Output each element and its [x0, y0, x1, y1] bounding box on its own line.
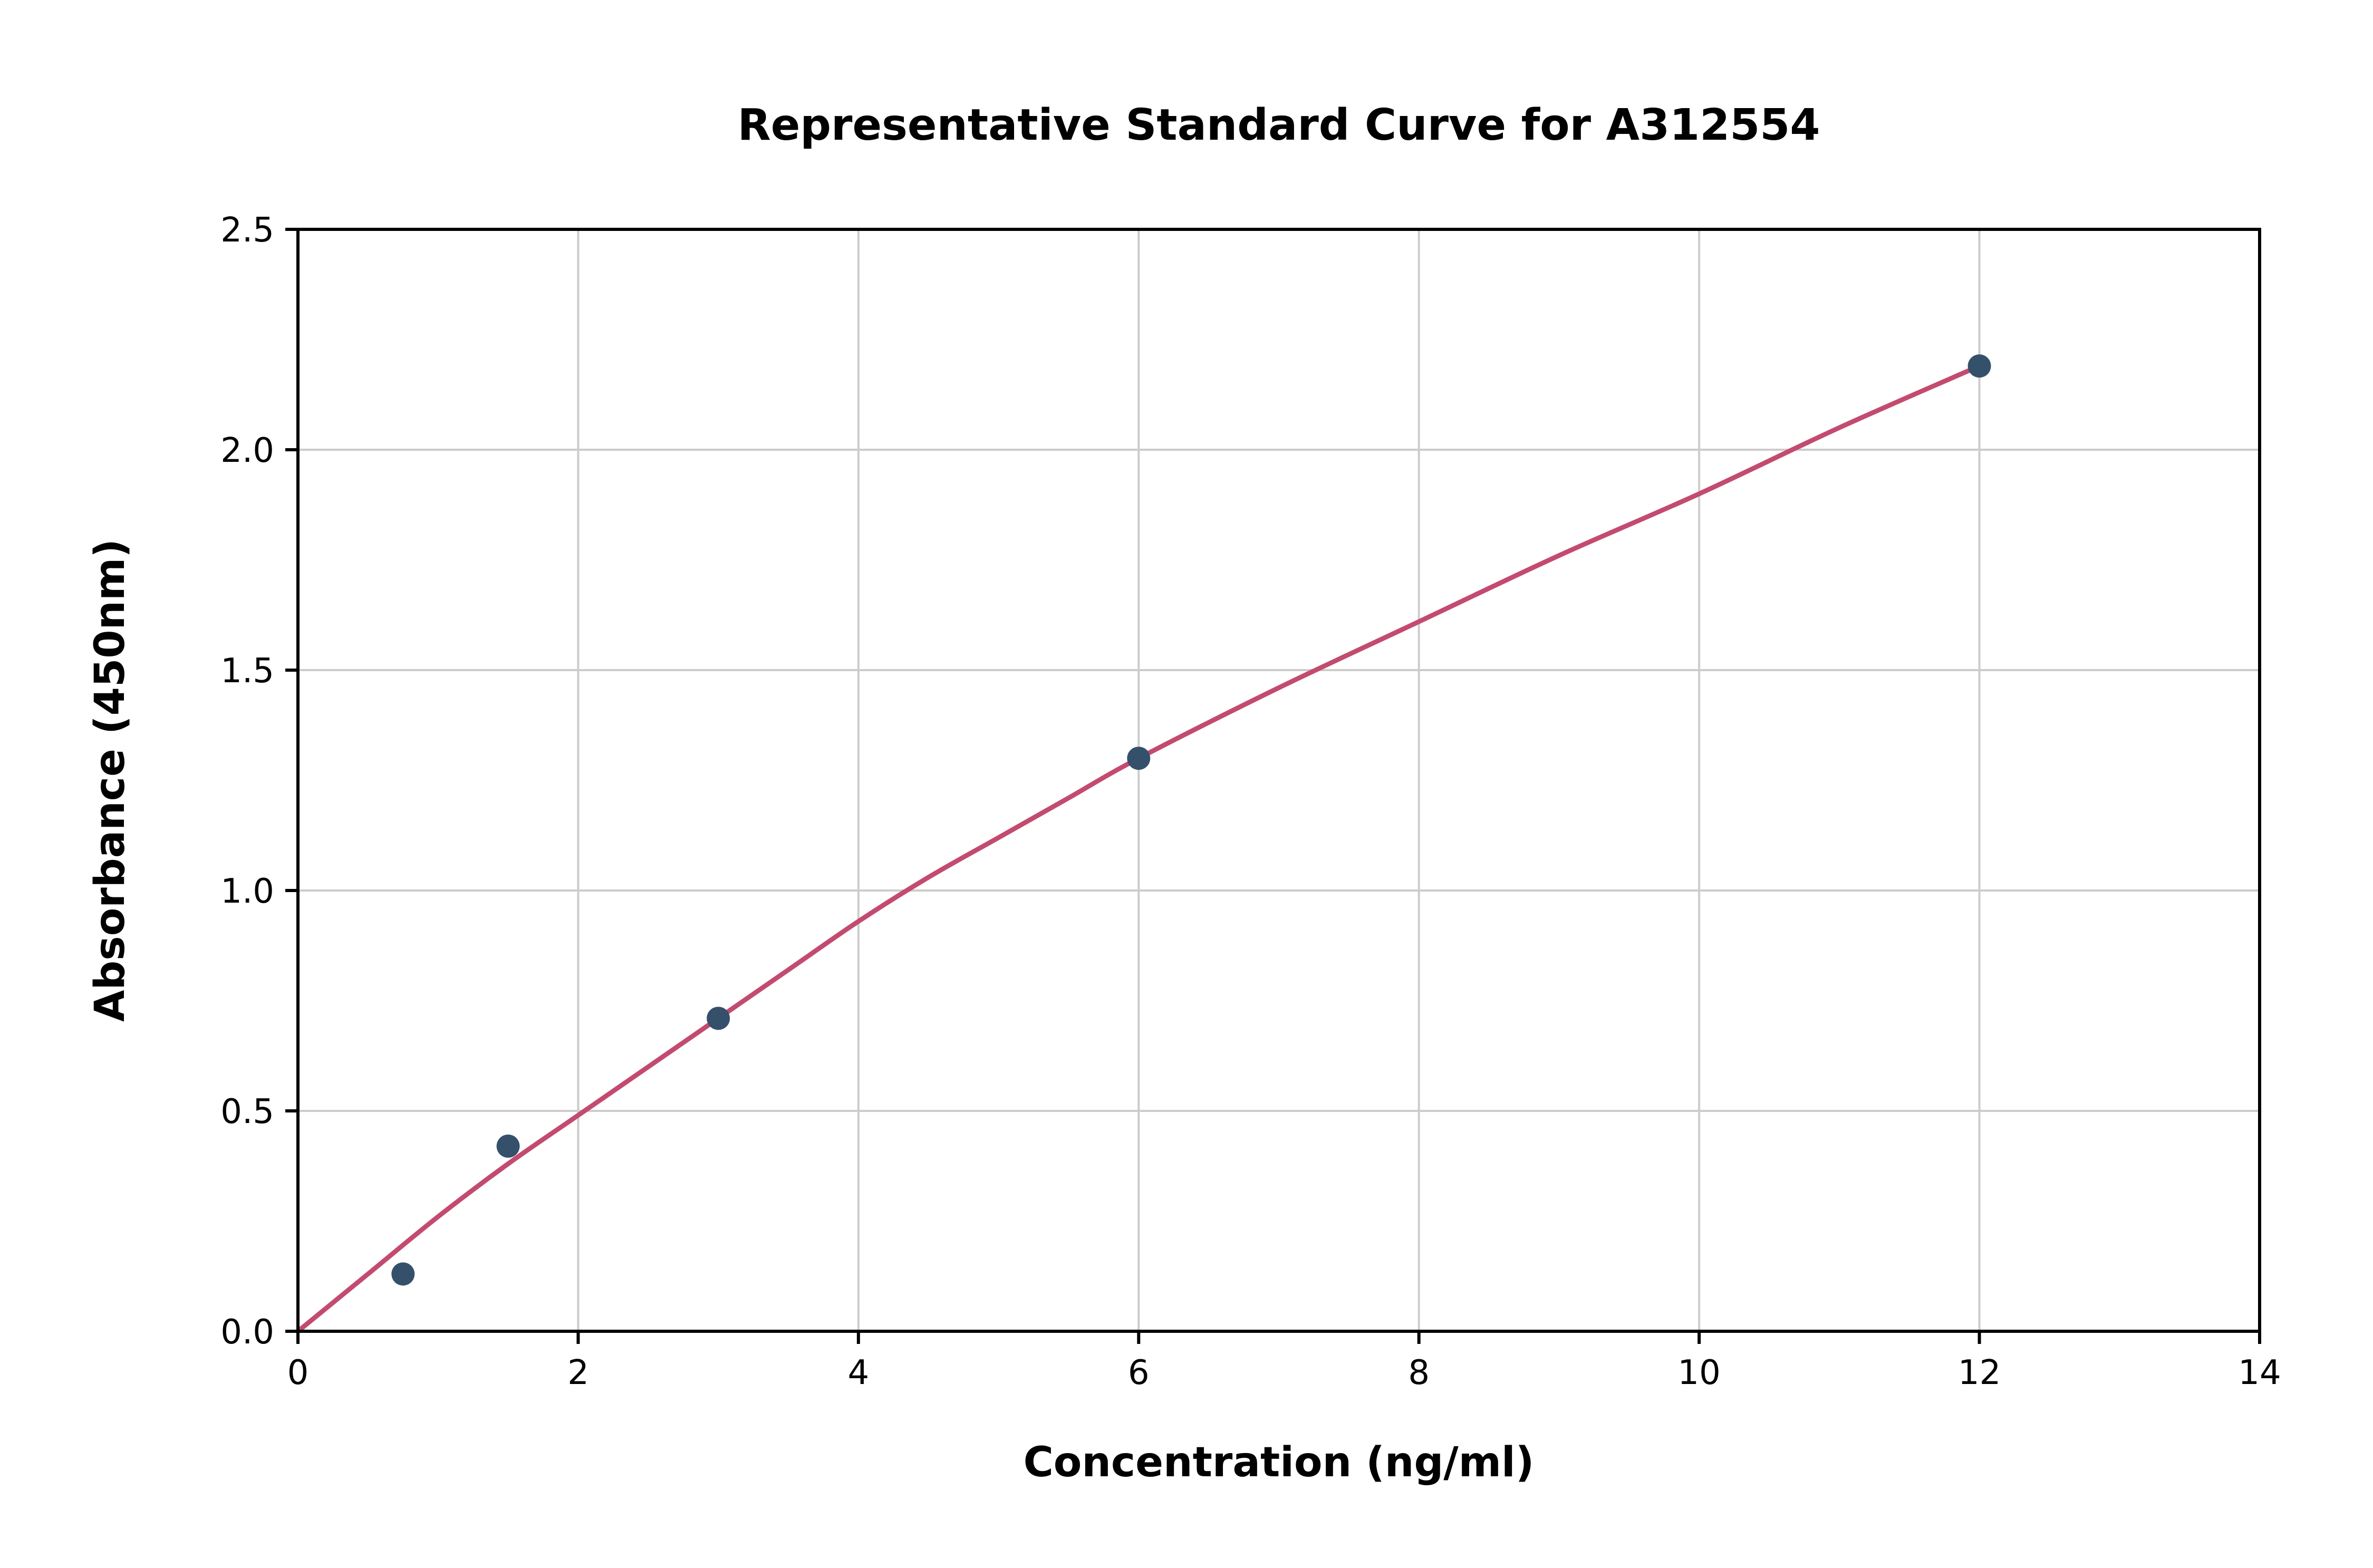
data-point — [707, 1006, 730, 1030]
axis-ticks: 0 2 4 6 8 10 12 14 0.0 0.5 1.0 1.5 2.0 2.5 — [220, 211, 2281, 1392]
x-tick-label: 6 — [1128, 1353, 1150, 1392]
x-tick-label: 14 — [2238, 1353, 2281, 1392]
y-tick-label: 1.5 — [220, 652, 274, 691]
data-point — [496, 1134, 520, 1158]
x-tick-label: 10 — [1677, 1353, 1720, 1392]
y-tick-label: 2.5 — [220, 211, 274, 250]
y-tick-label: 0.0 — [220, 1313, 274, 1352]
y-tick-label: 0.5 — [220, 1092, 274, 1131]
x-tick-label: 12 — [1958, 1353, 2001, 1392]
x-tick-label: 4 — [847, 1353, 869, 1392]
y-axis-label: Absorbance (450nm) — [86, 539, 134, 1022]
data-point — [1967, 354, 1991, 378]
fitted-curve-line — [295, 363, 1982, 1334]
y-tick-label: 2.0 — [220, 431, 274, 470]
grid-lines — [297, 228, 2261, 1332]
data-point — [1127, 747, 1151, 770]
data-series — [295, 354, 1991, 1334]
x-axis-label: Concentration (ng/ml) — [1024, 1439, 1535, 1486]
x-tick-label: 2 — [567, 1353, 589, 1392]
x-tick-label: 8 — [1408, 1353, 1430, 1392]
y-tick-label: 1.0 — [220, 872, 274, 911]
plot-frame — [296, 228, 2261, 1333]
chart-title: Representative Standard Curve for A31255… — [738, 100, 1820, 150]
x-tick-label: 0 — [287, 1353, 309, 1392]
data-point — [391, 1262, 415, 1286]
plot-frame-group — [296, 228, 2261, 1333]
